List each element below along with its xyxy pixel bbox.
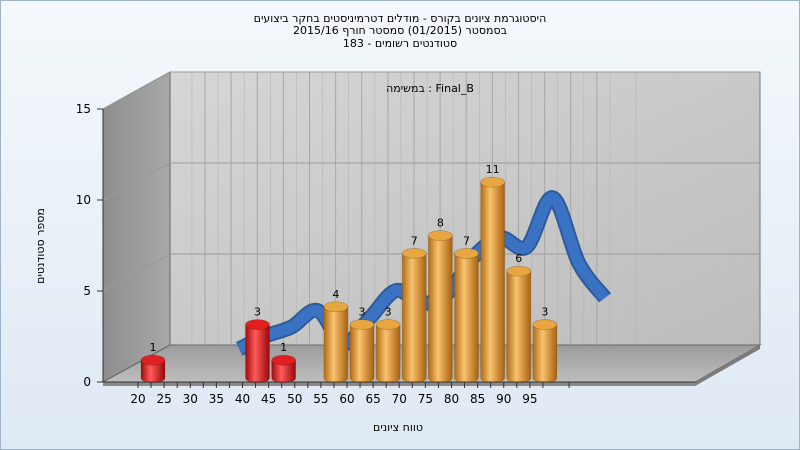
bar-value-label: 7 xyxy=(463,234,470,247)
bar: 6 xyxy=(506,252,532,384)
bar: 7 xyxy=(401,234,427,384)
bar-body xyxy=(245,324,270,384)
x-tick-label: 65 xyxy=(365,392,380,406)
bar-top xyxy=(323,301,349,313)
bar-value-label: 11 xyxy=(486,163,500,176)
y-tick-label: 15 xyxy=(76,102,91,116)
bar: 3 xyxy=(245,306,270,384)
bar-value-label: 6 xyxy=(515,252,522,265)
bar-value-label: 3 xyxy=(385,306,392,319)
bar: 1 xyxy=(140,341,166,384)
bar-body xyxy=(349,324,375,384)
y-axis-label: מספר סטודנטים xyxy=(34,208,47,284)
bar-top xyxy=(245,319,270,330)
x-tick-label: 20 xyxy=(130,392,145,406)
y-tick-label: 5 xyxy=(83,284,91,298)
bar-body xyxy=(532,324,558,384)
x-tick-label: 90 xyxy=(496,392,511,406)
floor-side-edge xyxy=(695,345,760,386)
x-tick-label: 55 xyxy=(313,392,328,406)
bar-top xyxy=(401,248,427,259)
chart-title-line-3: 183 - סטודנטים רשומים xyxy=(342,37,458,50)
y-tick-label: 0 xyxy=(83,375,91,389)
x-tick-label: 50 xyxy=(287,392,302,406)
gridline-depth xyxy=(102,162,171,201)
bar-value-label: 1 xyxy=(150,341,157,354)
x-tick-label: 45 xyxy=(261,392,276,406)
bar-top xyxy=(506,265,532,277)
bar: 7 xyxy=(454,234,479,384)
chart-annotation: במשימה : Final_B xyxy=(386,82,474,95)
bar: 3 xyxy=(375,306,401,384)
x-tick-label: 25 xyxy=(156,392,171,406)
x-tick-label: 95 xyxy=(522,392,537,406)
bar-top xyxy=(271,354,296,366)
bar-top xyxy=(349,319,375,330)
bar-body xyxy=(271,359,296,384)
bar-body xyxy=(375,324,401,384)
x-tick-label: 85 xyxy=(470,392,485,406)
x-tick-label: 70 xyxy=(392,392,407,406)
bar-value-label: 8 xyxy=(437,217,444,230)
bar-body xyxy=(323,306,349,384)
x-tick-label: 75 xyxy=(418,392,433,406)
x-tick-label: 80 xyxy=(444,392,459,406)
bar-top xyxy=(428,230,453,241)
x-tick-label: 30 xyxy=(183,392,198,406)
bar-body xyxy=(506,270,531,384)
bars: 1 3 1 4 3 3 7 8 7 11 6 3 xyxy=(140,163,558,384)
y-tick-label: 10 xyxy=(76,193,91,207)
gridline-depth xyxy=(102,71,171,110)
chart-axes: 20 25 30 35 40 45 50 55 60 65 70 75 80 85 90 95 0 5 10 15 xyxy=(76,102,695,406)
bar: 1 xyxy=(271,341,296,384)
bar: 8 xyxy=(428,217,453,384)
bar-value-label: 3 xyxy=(359,306,366,319)
left-wall xyxy=(102,71,171,383)
x-tick-label: 40 xyxy=(235,392,250,406)
bar-value-label: 3 xyxy=(254,306,261,319)
bar-body xyxy=(140,359,166,384)
bar-top xyxy=(375,319,401,330)
x-axis-label: טווח ציונים xyxy=(373,421,423,434)
bar-top xyxy=(454,248,479,259)
chart-walls xyxy=(102,71,762,386)
bar-value-label: 7 xyxy=(411,234,418,247)
x-tick-label: 60 xyxy=(339,392,354,406)
bar-value-label: 4 xyxy=(332,288,339,301)
bar-body xyxy=(480,181,505,384)
bar-body xyxy=(402,253,427,384)
x-tick-label: 35 xyxy=(209,392,224,406)
bar-top xyxy=(532,319,558,330)
bar: 3 xyxy=(532,306,558,384)
bar-top xyxy=(480,176,505,188)
bar-body xyxy=(454,253,479,384)
bar: 4 xyxy=(323,288,349,384)
bar-value-label: 3 xyxy=(541,306,548,319)
bar-value-label: 1 xyxy=(280,341,287,354)
chart-title-line-1: היסטוגרמת ציונים בקורס - מודלים דטרמיניס… xyxy=(253,12,547,25)
chart-title-line-2: בסמסטר (01/2015) סמסטר חורף 2015/16 xyxy=(293,24,507,37)
bar: 3 xyxy=(349,306,375,384)
bar: 11 xyxy=(480,163,505,384)
bar-top xyxy=(140,354,166,366)
bar-body xyxy=(428,235,453,384)
gridline-depth xyxy=(102,253,171,292)
